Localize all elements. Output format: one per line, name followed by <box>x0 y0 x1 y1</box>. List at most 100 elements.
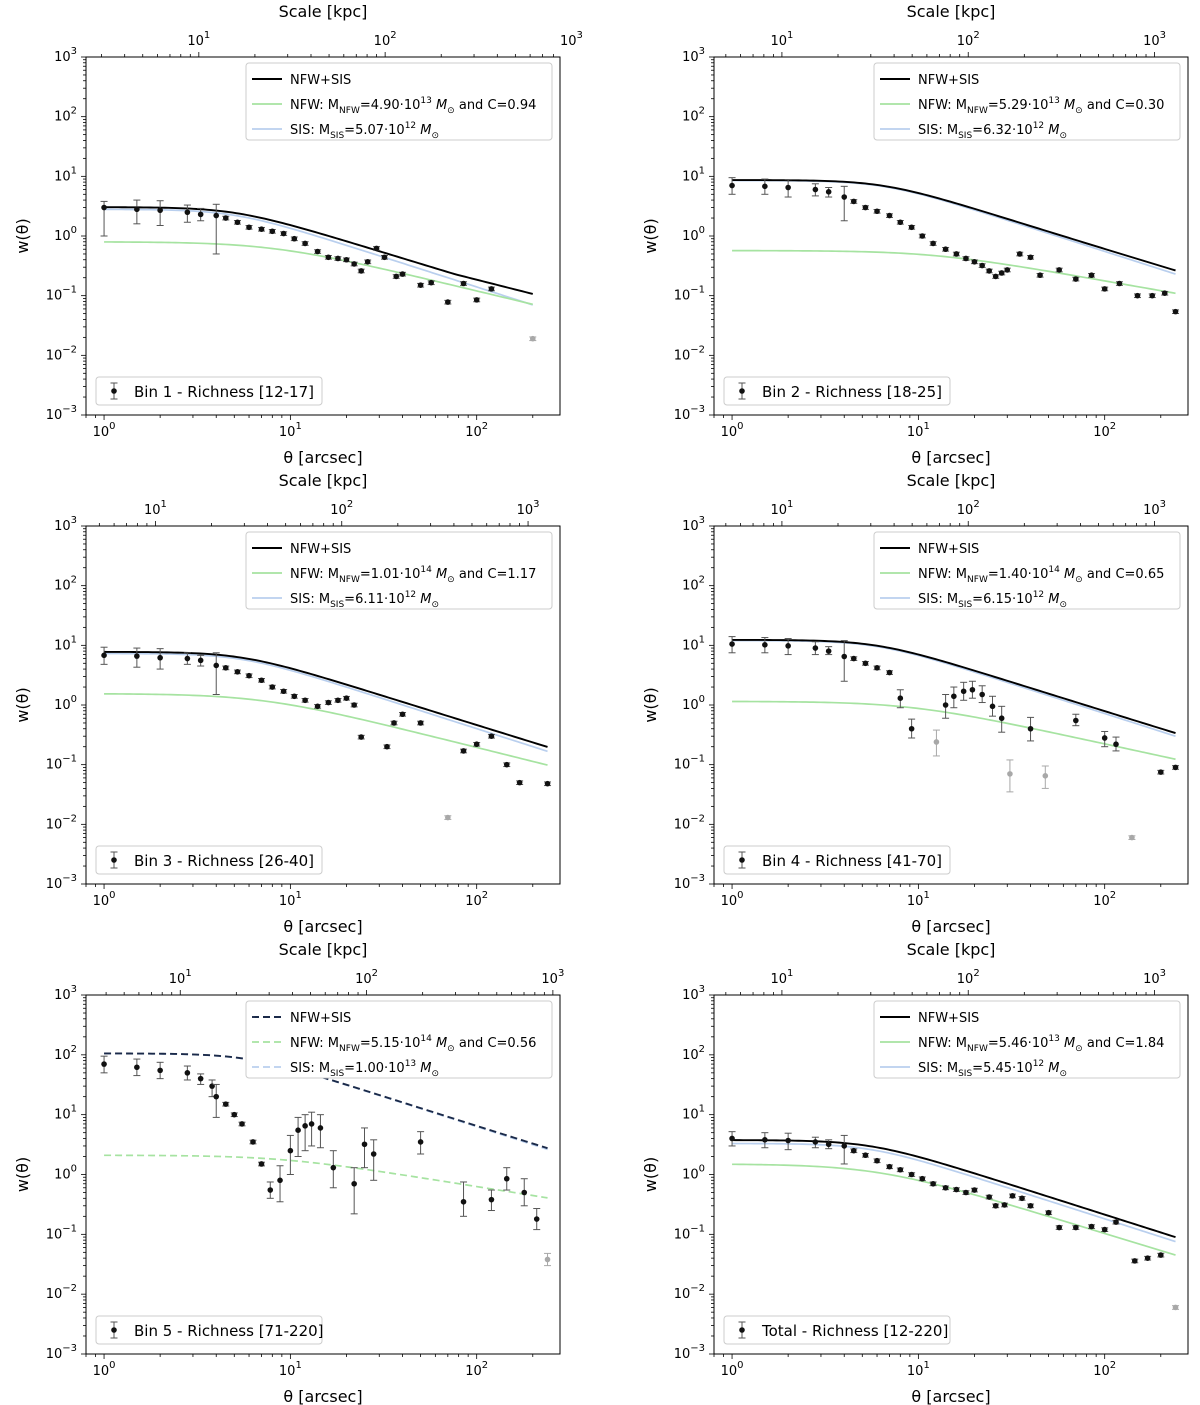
y-tick-label-base: 10 <box>54 50 71 65</box>
bin-legend-frame <box>95 376 323 406</box>
x-tick-label-base: 10 <box>93 425 110 440</box>
y-tick-label-exp: 2 <box>71 575 77 586</box>
top-tick-label: 103 <box>1143 30 1166 49</box>
y-tick-label-base: 10 <box>674 1227 691 1242</box>
x-tick-label-exp: 1 <box>295 1360 301 1371</box>
legend-text: SIS: M <box>918 592 958 607</box>
legend-subscript: ⊙ <box>447 106 455 116</box>
data-point <box>399 271 406 277</box>
data-point <box>197 657 204 664</box>
x-tick-label-base: 10 <box>1093 425 1110 440</box>
nfw-model-line <box>732 249 1176 295</box>
sis-model-line <box>732 179 1176 275</box>
data-point <box>908 725 915 732</box>
y-tick-label-exp: −3 <box>690 404 705 415</box>
top-axis-label: Scale [kpc] <box>279 471 368 490</box>
data-point <box>1045 1209 1052 1216</box>
nfw-sis-model-line <box>732 638 1176 734</box>
legend-subscript: ⊙ <box>447 575 455 585</box>
x-tick-label-base: 10 <box>279 1364 296 1379</box>
data-point <box>942 246 949 253</box>
x-tick-label-exp: 2 <box>1110 890 1116 901</box>
y-tick-label: 10−1 <box>46 1223 77 1242</box>
x-tick-label: 102 <box>1093 890 1116 909</box>
top-tick-label: 102 <box>330 499 353 518</box>
legend-subscript: NFW <box>339 106 360 116</box>
data-point <box>473 297 480 303</box>
y-tick-label-exp: 3 <box>699 515 705 526</box>
data-point <box>295 1127 301 1134</box>
y-tick-label-exp: 0 <box>699 1164 705 1175</box>
y-tick-label: 10−2 <box>46 344 77 363</box>
data-point <box>503 1175 510 1182</box>
y-tick-label: 10−3 <box>674 873 705 892</box>
legend-subscript: NFW <box>967 575 988 585</box>
legend-text: NFW+SIS <box>290 1011 351 1026</box>
bin-legend: Bin 4 - Richness [41-70] <box>723 845 951 875</box>
data-point <box>825 1141 832 1148</box>
y-axis-label: w(θ) <box>641 1157 660 1192</box>
legend-text: and C=0.65 <box>1083 567 1165 582</box>
data-point <box>850 198 857 205</box>
data-point <box>919 1175 926 1182</box>
top-tick-label-base: 10 <box>770 34 787 49</box>
data-point <box>460 1198 467 1205</box>
legend-frame <box>873 62 1181 141</box>
legend-subscript: ⊙ <box>1075 1044 1083 1054</box>
y-tick-label-base: 10 <box>46 289 63 304</box>
legend-sis-label: SIS: MSIS=6.32·1012 M⊙ <box>918 121 1067 141</box>
y-tick-label: 103 <box>54 984 77 1003</box>
legend-text: =6.15·10 <box>972 592 1033 607</box>
y-axis-label: w(θ) <box>641 687 660 722</box>
x-tick-label-exp: 1 <box>923 890 929 901</box>
y-tick-label-base: 10 <box>674 289 691 304</box>
x-tick-label-exp: 0 <box>109 1360 115 1371</box>
top-tick-label-exp: 3 <box>1160 30 1166 41</box>
data-point <box>361 1141 368 1148</box>
y-tick-label-base: 10 <box>46 877 63 892</box>
data-point <box>184 209 191 216</box>
data-point <box>762 1137 768 1143</box>
data-point <box>503 761 510 768</box>
y-tick-label-exp: −1 <box>62 285 77 296</box>
data-point <box>1056 267 1063 273</box>
y-tick-label: 102 <box>682 106 705 125</box>
data-point <box>351 261 357 267</box>
x-tick-label-exp: 1 <box>295 890 301 901</box>
data-point <box>963 255 969 262</box>
data-point <box>1157 769 1164 775</box>
data-point <box>908 1171 915 1178</box>
y-tick-label: 100 <box>54 1164 77 1183</box>
y-tick-label-exp: 1 <box>71 165 77 176</box>
bin-legend-frame <box>723 376 951 406</box>
x-tick-label: 102 <box>465 421 488 440</box>
legend-text: NFW+SIS <box>290 542 351 557</box>
top-tick-label-base: 10 <box>1143 972 1160 987</box>
data-point <box>222 665 229 671</box>
sis-model-line <box>732 1142 1176 1243</box>
top-tick-label-base: 10 <box>144 503 161 518</box>
legend-superscript: 12 <box>1033 1059 1044 1069</box>
legend-frame <box>873 531 1181 610</box>
legend-text: =1.00·10 <box>344 1061 405 1076</box>
data-point <box>280 230 287 237</box>
y-tick-label-base: 10 <box>46 348 63 363</box>
top-tick-label-exp: 1 <box>204 30 210 41</box>
top-tick-label-base: 10 <box>1143 503 1160 518</box>
x-tick-label: 100 <box>721 890 744 909</box>
data-point <box>134 1064 140 1071</box>
data-point <box>1113 741 1119 748</box>
y-tick-label-base: 10 <box>46 1347 63 1362</box>
legend-subscript: SIS <box>958 1069 972 1079</box>
data-point <box>533 1216 540 1222</box>
nfw-sis-model-line <box>732 179 1176 272</box>
y-tick-label: 101 <box>682 634 705 653</box>
data-point <box>488 733 495 739</box>
legend-nfw-label: NFW: MNFW=5.15·1014 M⊙ and C=0.56 <box>290 1034 536 1054</box>
data-point <box>998 270 1005 276</box>
data-point <box>417 720 424 726</box>
y-tick-label: 101 <box>54 165 77 184</box>
data-point <box>269 228 276 235</box>
data-point <box>258 677 265 684</box>
x-tick-label-exp: 1 <box>923 421 929 432</box>
